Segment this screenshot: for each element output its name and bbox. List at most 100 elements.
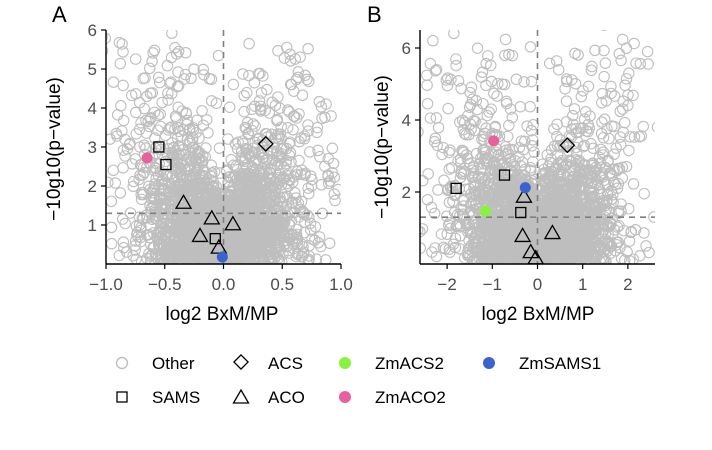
other-point [612,207,625,219]
other-point [140,127,153,139]
other-point [157,223,169,235]
other-point [232,177,244,190]
other-point [450,59,462,72]
other-point [421,97,434,110]
other-point [462,109,474,122]
other-point [604,217,616,230]
other-point [185,210,198,223]
other-point [106,195,118,208]
other-point [320,98,332,110]
x-tick-label: −0.5 [148,275,182,294]
other-point [189,250,202,262]
other-point [598,44,610,57]
other-point [309,221,322,233]
other-point [237,220,249,233]
other-point [634,250,646,262]
other-point [246,103,258,116]
other-point [615,54,627,67]
other-point [623,144,635,157]
other-point [165,87,178,100]
other-point [568,103,581,115]
other-point [586,157,599,170]
other-point [429,242,441,254]
y-tick-label: 6 [88,21,97,40]
other-point [249,233,262,246]
other-point [223,101,236,113]
other-point [264,251,276,263]
other-point [159,129,172,142]
other-point [358,240,368,250]
other-point [638,187,650,200]
other-point [211,229,223,241]
other-point [193,152,206,165]
other-point [424,112,437,124]
panel-a-letter: A [52,2,67,27]
other-point [110,127,123,140]
other-point [161,59,174,72]
other-point [264,167,277,179]
other-point [615,205,627,217]
other-point [246,124,258,137]
other-point [169,41,181,54]
y-tick-label: 3 [88,138,97,157]
other-point [628,131,641,143]
other-point [144,238,157,250]
other-point [320,254,332,264]
other-point [228,236,241,248]
other-point [258,179,271,192]
other-point [172,80,185,92]
other-point [296,89,309,102]
other-point [605,193,618,206]
other-point [420,225,424,236]
other-point [179,47,192,59]
other-point [570,141,582,154]
other-point [550,55,563,67]
other-point [287,124,299,136]
other-point [471,103,484,116]
other-point [166,30,178,39]
sams-point [153,141,165,153]
other-point [274,243,287,256]
other-point [319,160,331,173]
other-point [117,162,129,174]
other-point [471,42,484,54]
other-point [290,112,303,124]
other-point [172,101,184,114]
other-point [551,118,563,131]
other-point [144,87,157,99]
other-point [560,73,573,85]
other-point [141,212,153,224]
other-point [448,30,460,40]
other-point [236,154,249,166]
other-point [616,172,629,184]
other-point [153,178,165,191]
other-point [106,46,109,56]
other-point [180,107,192,119]
other-point [642,58,654,70]
other-point [106,237,118,250]
other-point [577,140,589,153]
other-point [255,243,267,256]
other-point [312,144,324,157]
other-point [222,133,234,145]
other-point [288,110,300,122]
other-point [205,159,217,171]
other-point [310,253,323,264]
other-point [157,198,169,210]
other-point [265,224,278,237]
acs-point [257,135,274,152]
other-point [161,30,165,31]
other-point [585,137,597,150]
other-point [264,255,277,264]
other-point [181,118,193,131]
other-point [623,235,636,247]
other-point [499,33,512,46]
other-point [152,71,165,84]
other-point [396,97,406,107]
other-point [170,48,183,60]
other-point [421,79,433,91]
other-point [135,255,148,264]
other-point [397,159,407,169]
other-point [452,75,465,87]
other-point [281,121,294,134]
